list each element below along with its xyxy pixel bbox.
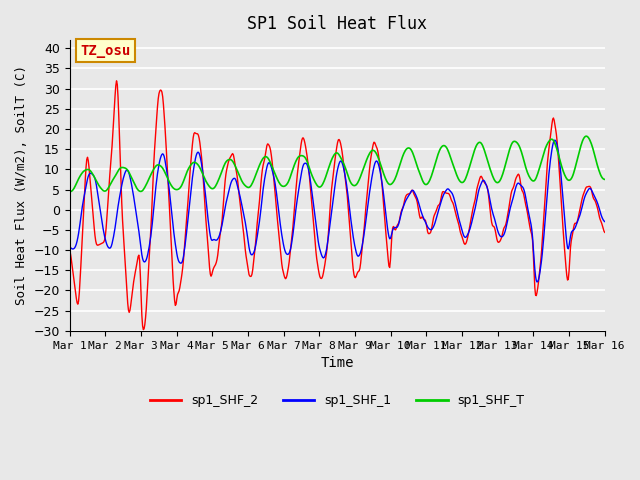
sp1_SHF_T (66, 189, 74, 194)
sp1_SHF_1 (131, 198, 138, 204)
sp1_SHF_1 (402, 197, 410, 203)
sp1_SHF_1 (213, 237, 221, 243)
sp1_SHF_2 (66, 248, 74, 253)
sp1_SHF_T (601, 177, 609, 182)
sp1_SHF_T (582, 133, 590, 139)
Line: sp1_SHF_1: sp1_SHF_1 (70, 140, 605, 282)
sp1_SHF_2 (419, 216, 427, 221)
Title: SP1 Soil Heat Flux: SP1 Soil Heat Flux (247, 15, 428, 33)
sp1_SHF_1 (533, 279, 541, 285)
sp1_SHF_T (76, 175, 83, 180)
sp1_SHF_1 (66, 244, 74, 250)
sp1_SHF_1 (76, 226, 83, 231)
Line: sp1_SHF_2: sp1_SHF_2 (70, 81, 605, 330)
sp1_SHF_T (185, 165, 193, 171)
sp1_SHF_1 (601, 219, 609, 225)
sp1_SHF_T (402, 147, 410, 153)
sp1_SHF_2 (140, 327, 147, 333)
sp1_SHF_1 (418, 210, 426, 216)
Legend: sp1_SHF_2, sp1_SHF_1, sp1_SHF_T: sp1_SHF_2, sp1_SHF_1, sp1_SHF_T (145, 389, 530, 412)
Y-axis label: Soil Heat Flux (W/m2), SoilT (C): Soil Heat Flux (W/m2), SoilT (C) (15, 65, 28, 305)
sp1_SHF_2 (186, 167, 194, 172)
sp1_SHF_2 (113, 78, 120, 84)
sp1_SHF_1 (551, 137, 559, 143)
Text: TZ_osu: TZ_osu (81, 44, 131, 58)
sp1_SHF_2 (131, 270, 139, 276)
sp1_SHF_2 (214, 246, 222, 252)
sp1_SHF_2 (601, 229, 609, 235)
sp1_SHF_2 (404, 192, 412, 197)
sp1_SHF_2 (76, 290, 83, 296)
sp1_SHF_1 (185, 209, 193, 215)
sp1_SHF_T (213, 180, 221, 186)
sp1_SHF_T (418, 176, 426, 181)
Line: sp1_SHF_T: sp1_SHF_T (70, 136, 605, 192)
X-axis label: Time: Time (321, 356, 354, 370)
sp1_SHF_T (131, 180, 138, 186)
